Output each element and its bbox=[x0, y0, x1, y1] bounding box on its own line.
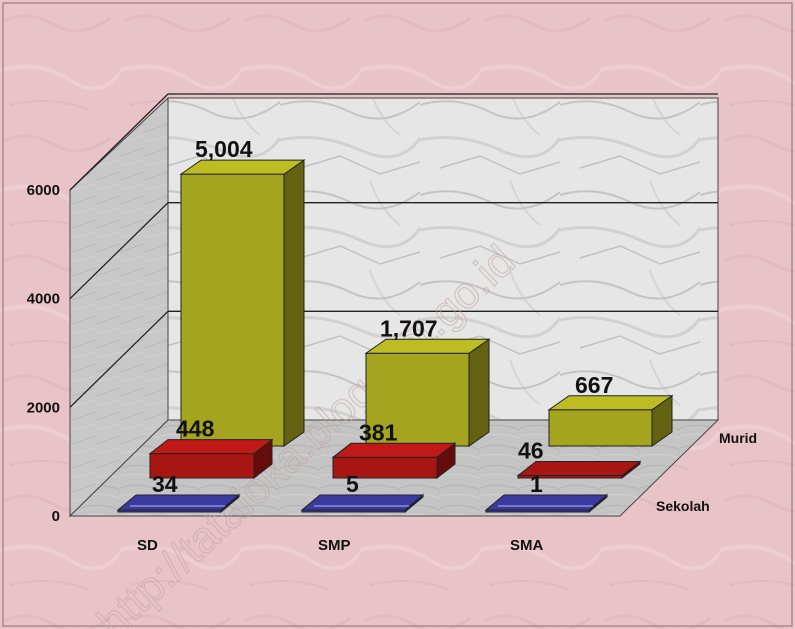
gridline-side bbox=[69, 310, 169, 408]
y-tick-label: 0 bbox=[52, 508, 60, 525]
bar-sekolah-sma-top bbox=[516, 461, 642, 477]
bar-murid-sma-top bbox=[547, 395, 674, 411]
bar-sekolah-sd-top bbox=[148, 439, 274, 455]
bar-murid-sd-side bbox=[283, 159, 305, 447]
data-label: 1 bbox=[530, 471, 543, 497]
series-depth-label: Murid bbox=[719, 430, 757, 446]
data-label: 34 bbox=[152, 471, 178, 497]
data-label: 667 bbox=[575, 372, 613, 398]
bar-murid-smp-side bbox=[468, 338, 490, 447]
data-labels: 5,004 1,707 667 448 381 46 34 5 1 bbox=[152, 136, 613, 497]
bar-series3-sma-top bbox=[484, 494, 609, 511]
gridline-side bbox=[69, 202, 169, 300]
y-tick-label: 2000 bbox=[27, 399, 60, 416]
series-depth-label: Sekolah bbox=[656, 498, 710, 514]
data-label: 381 bbox=[359, 419, 398, 445]
bar-murid-smp-top bbox=[364, 338, 491, 354]
bar-murid-sma bbox=[548, 409, 653, 447]
data-label: 1,707 bbox=[380, 315, 438, 341]
x-category-label: SMP bbox=[318, 537, 351, 554]
data-label: 448 bbox=[176, 416, 215, 442]
data-label: 5 bbox=[346, 471, 359, 497]
bar-series3-sd-top bbox=[116, 494, 241, 511]
y-tick-label: 4000 bbox=[27, 291, 60, 308]
category-labels: SD SMP SMA bbox=[137, 537, 544, 554]
x-category-label: SMA bbox=[510, 537, 544, 554]
bar-sekolah-smp-top bbox=[331, 442, 457, 458]
bar-series3-smp-top bbox=[300, 494, 425, 511]
series-labels: Murid Sekolah bbox=[656, 430, 757, 514]
bar-murid-sd-top bbox=[179, 159, 306, 175]
data-label: 5,004 bbox=[195, 136, 253, 162]
y-axis-ticks: 0 2000 4000 6000 bbox=[27, 182, 60, 525]
data-label: 46 bbox=[518, 438, 544, 464]
gridline-side bbox=[69, 93, 169, 191]
x-category-label: SD bbox=[137, 537, 158, 554]
bar-murid-sd bbox=[180, 173, 285, 447]
bars bbox=[116, 159, 674, 514]
y-tick-label: 6000 bbox=[27, 182, 60, 199]
